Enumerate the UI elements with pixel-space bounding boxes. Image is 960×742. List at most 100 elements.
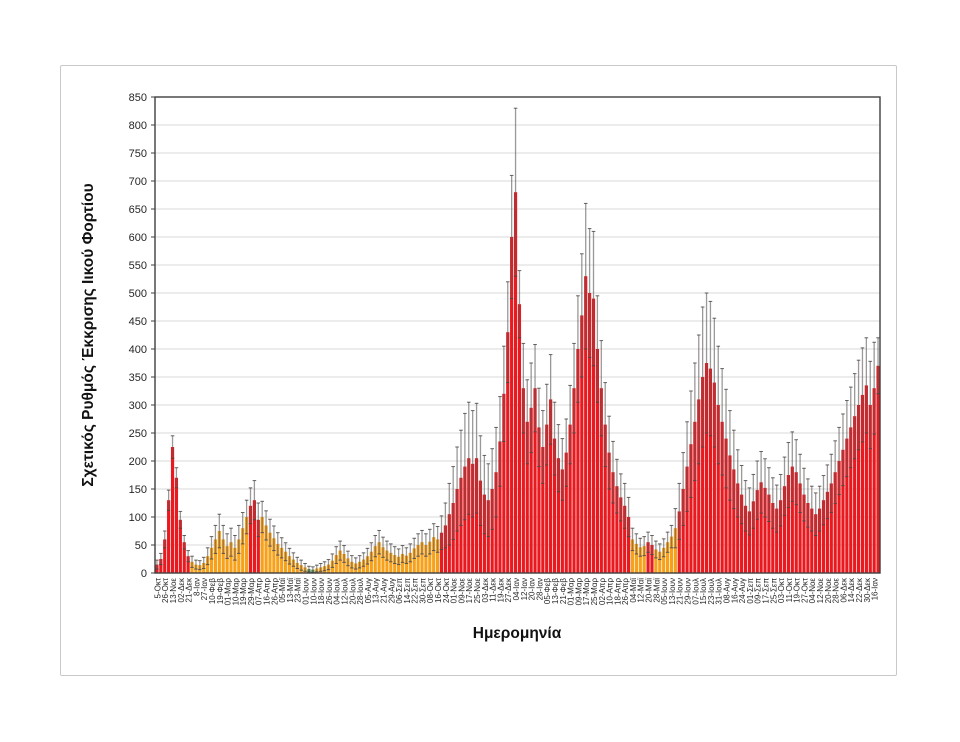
- y-tick-label: 750: [129, 148, 147, 160]
- x-tick-label: 13-Μαϊ: [286, 578, 295, 603]
- bar: [599, 388, 603, 573]
- bar: [634, 543, 638, 573]
- bar: [186, 556, 190, 573]
- y-tick-label: 600: [129, 232, 147, 244]
- x-axis-ticks: 5-Οκτ26-Οκτ13-Νοε02-Δεκ21-Δεκ8-Ιαν27-Ιαν…: [153, 577, 879, 605]
- bar: [786, 475, 790, 573]
- bar: [568, 424, 572, 573]
- x-tick-label: 01-Μαρ: [224, 578, 233, 606]
- bar: [549, 399, 553, 573]
- x-tick-label: 21-Φεβ: [559, 578, 568, 605]
- bar: [525, 421, 529, 573]
- y-tick-label: 100: [129, 512, 147, 524]
- bar: [603, 424, 607, 573]
- x-tick-label: 13-Νοε: [169, 578, 178, 604]
- x-tick-label: 04-Ιαν: [512, 578, 521, 600]
- bar: [860, 394, 865, 573]
- bar: [533, 388, 537, 573]
- y-tick-label: 800: [129, 120, 147, 132]
- bars: [155, 192, 880, 573]
- x-tick-label: 10-Φεβ: [208, 578, 217, 605]
- x-tick-label: 05-Αυγ: [364, 578, 373, 603]
- bar: [864, 385, 868, 573]
- x-tick-label: 22-Δεκ: [855, 577, 864, 602]
- bar: [178, 519, 182, 573]
- bar: [716, 405, 720, 573]
- x-tick-label: 05-Ιουν: [660, 578, 669, 605]
- bar: [225, 546, 229, 573]
- bar: [517, 304, 522, 573]
- bar: [209, 547, 214, 573]
- x-tick-label: 01-Ιουν: [302, 578, 311, 605]
- bar: [400, 553, 405, 573]
- bar: [701, 377, 705, 573]
- bar: [712, 382, 716, 573]
- x-tick-label: 26-Απρ: [270, 578, 279, 605]
- bar: [342, 553, 346, 573]
- bar: [623, 505, 627, 573]
- bar: [541, 447, 545, 573]
- x-tick-label: 18-Ιουν: [317, 578, 326, 605]
- x-tick-label: 16-Ιαν: [871, 578, 880, 600]
- plot-frame: [154, 96, 881, 574]
- bar: [681, 489, 685, 573]
- bar: [221, 539, 225, 573]
- bar: [576, 349, 580, 573]
- bar: [159, 559, 163, 573]
- bar: [595, 349, 600, 573]
- bar: [775, 508, 779, 573]
- x-tick-label: 17-Σεπ: [761, 578, 770, 604]
- bar: [794, 472, 798, 573]
- x-tick-label: 28-Ιουλ: [356, 578, 365, 605]
- x-tick-label: 04-Νοε: [808, 578, 817, 604]
- x-tick-label: 24-Οκτ: [442, 577, 451, 603]
- bar: [502, 393, 506, 573]
- bar: [759, 482, 763, 573]
- x-tick-label: 07-Απρ: [255, 578, 264, 605]
- x-tick-label: 15-Ιουλ: [699, 578, 708, 605]
- bar: [767, 494, 771, 573]
- y-tick-label: 300: [129, 400, 147, 412]
- bar: [478, 480, 483, 573]
- y-axis-ticks: 0 50 100 150 200 250 300 350 400 450 500 550 600 650 7…: [129, 92, 155, 580]
- bar: [213, 539, 218, 573]
- x-tick-label: 12-Ιουλ: [340, 578, 349, 605]
- x-tick-label: 06-Σεπ: [395, 578, 404, 604]
- x-tick-label: 28-Νοε: [832, 578, 841, 604]
- x-tick-label: 10-Ιουν: [309, 578, 318, 605]
- bar: [428, 541, 432, 573]
- bar: [408, 552, 412, 573]
- bar: [229, 542, 233, 573]
- x-tick-label: 21-Δεκ: [185, 577, 194, 602]
- x-tick-label: 26-Απρ: [621, 578, 630, 605]
- bar: [853, 416, 857, 573]
- x-tick-label: 01-Νοε: [450, 578, 459, 604]
- x-tick-label: 19-Φεβ: [216, 578, 225, 605]
- bar: [728, 455, 732, 573]
- bar: [217, 531, 221, 573]
- y-tick-label: 400: [129, 344, 147, 356]
- bar: [677, 511, 681, 573]
- x-tick-label: 05-Φεβ: [543, 578, 552, 605]
- bar: [506, 332, 510, 573]
- x-tick-label: 12-Ιαν: [520, 578, 529, 600]
- bar: [669, 536, 674, 573]
- y-tick-label: 650: [129, 204, 147, 216]
- bar: [283, 551, 288, 573]
- bar: [607, 452, 611, 573]
- x-tick-label: 20-Ιουλ: [348, 578, 357, 605]
- bar: [611, 472, 615, 573]
- x-tick-label: 25-Σεπ: [769, 578, 778, 604]
- error-bars: [155, 107, 880, 573]
- bar: [584, 276, 588, 573]
- x-tick-label: 27-Οκτ: [800, 577, 809, 603]
- bar: [821, 500, 826, 573]
- y-tick-label: 200: [129, 456, 147, 468]
- x-tick-label: 10-Μαρ: [231, 578, 240, 606]
- bar: [471, 463, 475, 573]
- bar: [708, 368, 713, 573]
- bar: [755, 490, 759, 573]
- bar: [556, 458, 561, 573]
- x-tick-label: 12-Νοε: [816, 578, 825, 604]
